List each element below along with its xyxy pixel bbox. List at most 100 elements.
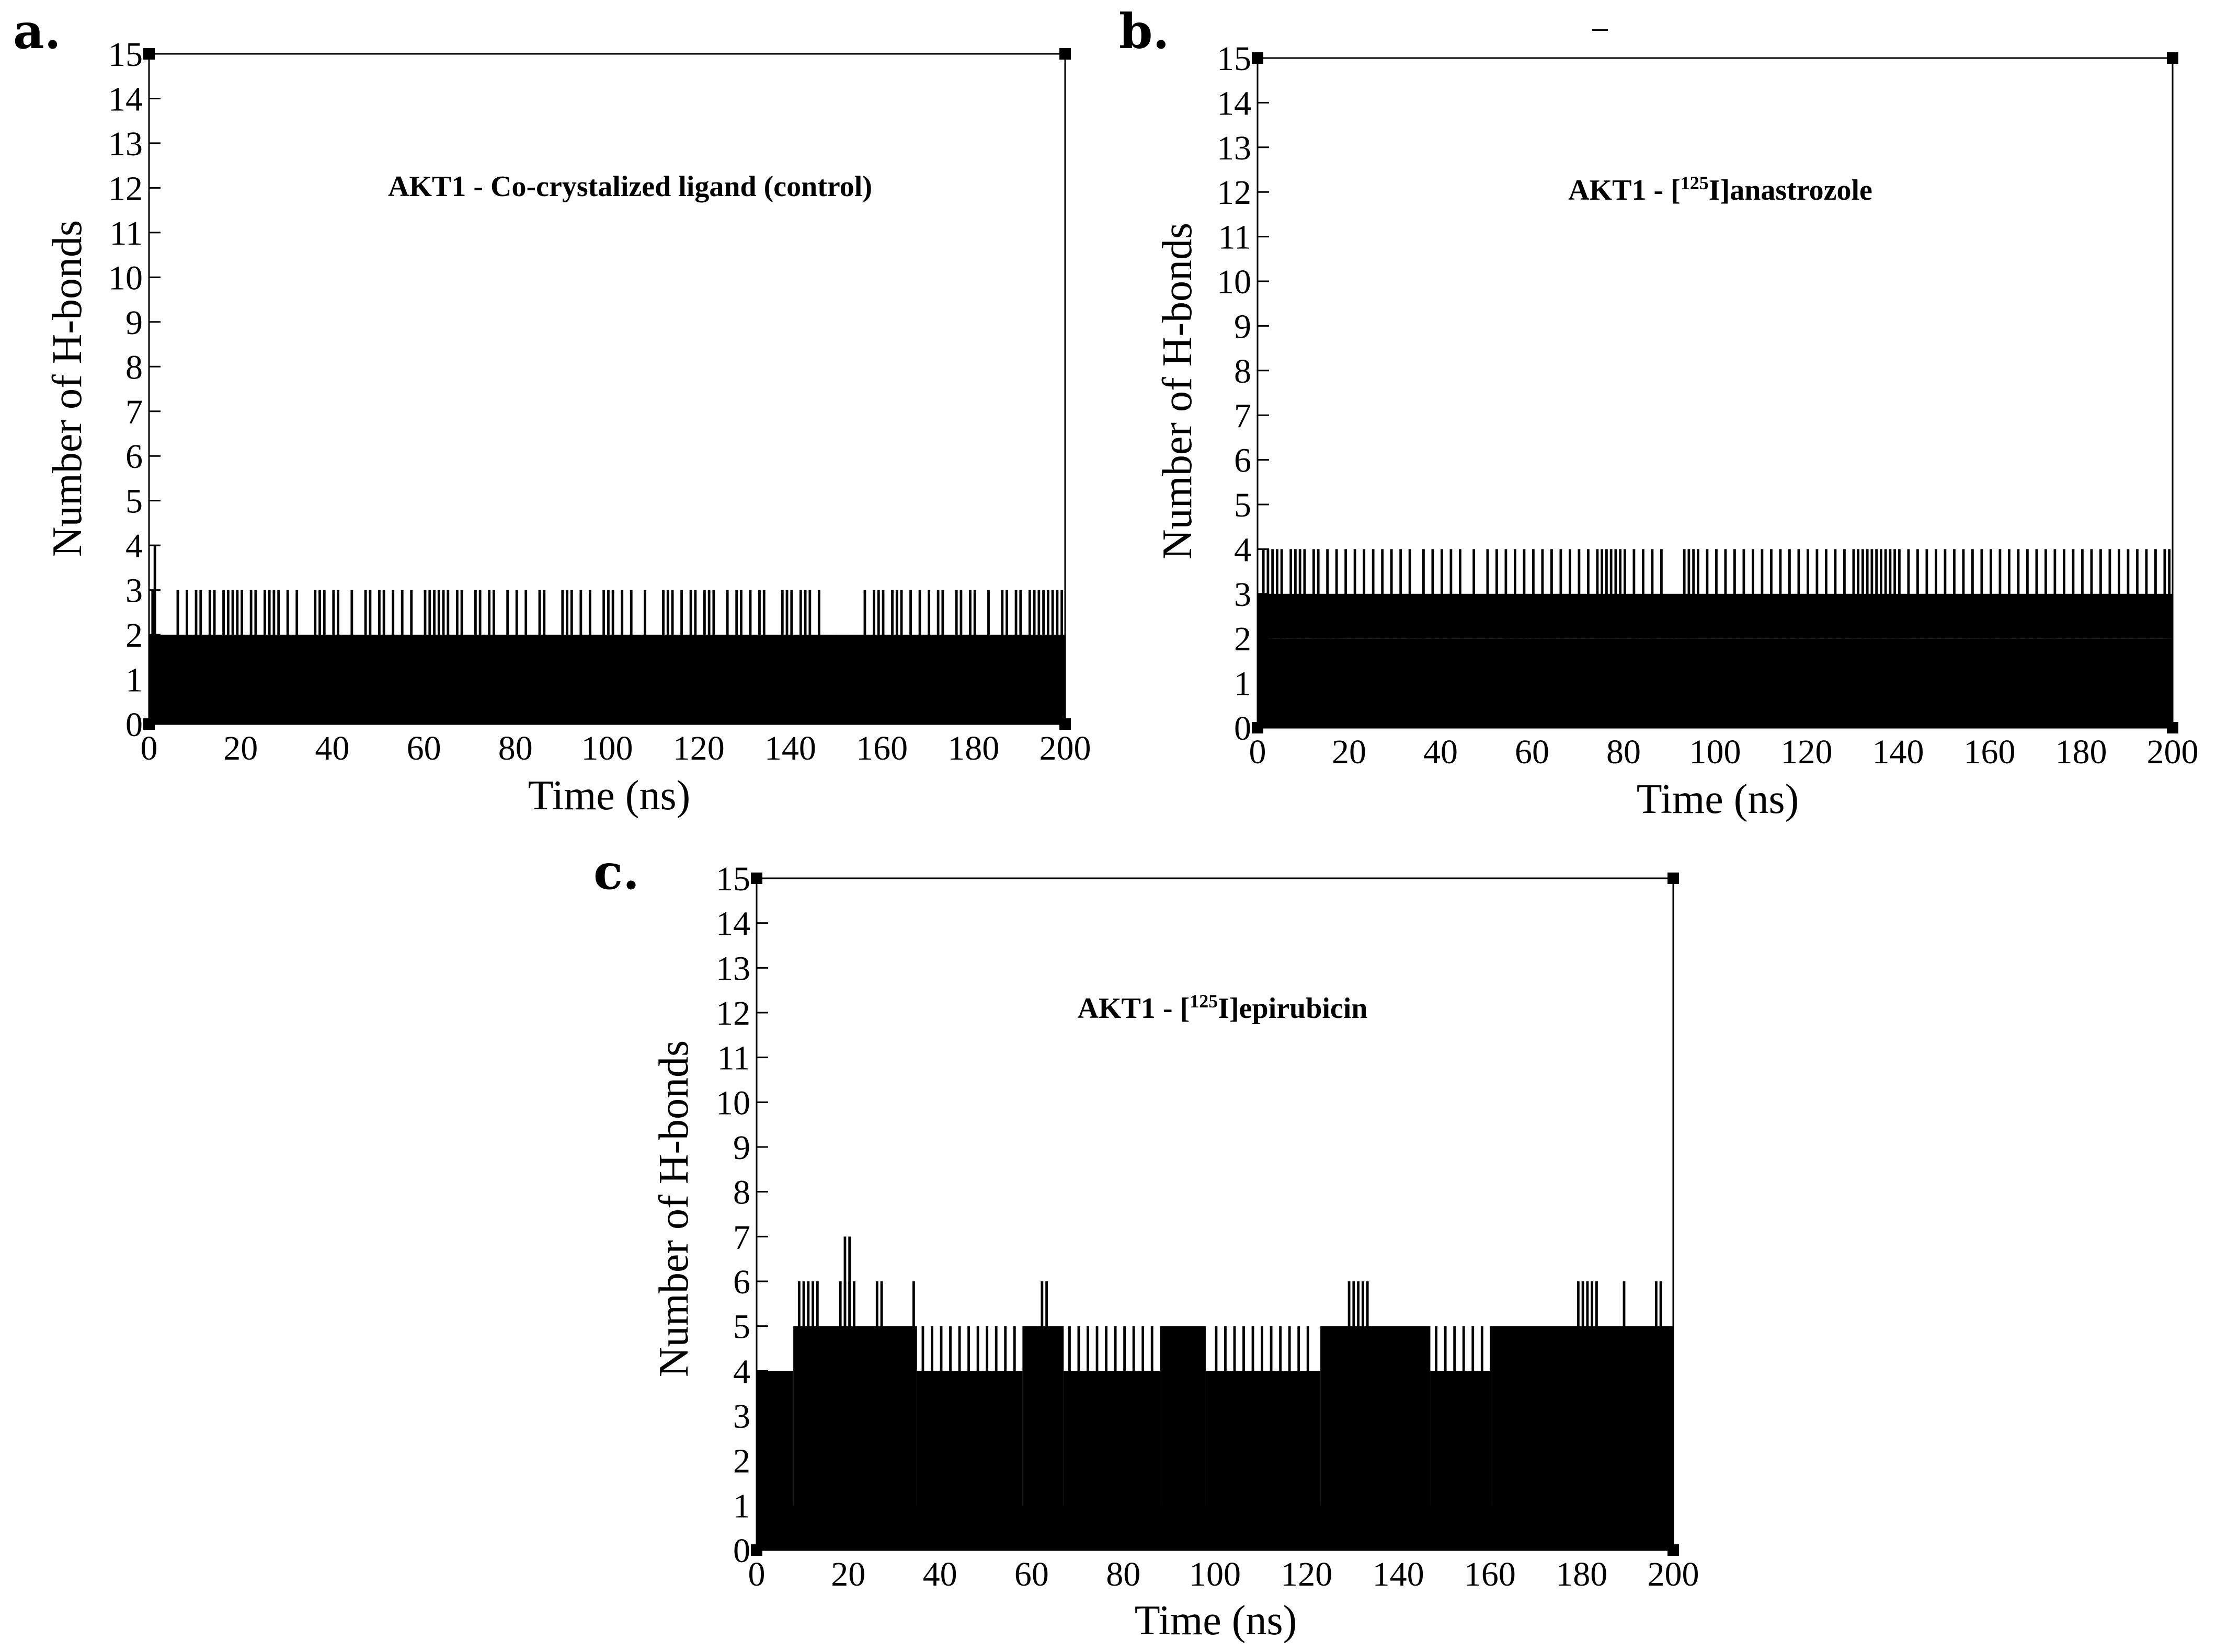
hbond-peak-a-51 <box>561 590 564 635</box>
x-tick-label-a-100: 100 <box>581 729 633 767</box>
hbond-peak-b-112 <box>2168 549 2171 639</box>
hbond-peak-b-95 <box>2017 549 2020 639</box>
y-tick-label-b-6: 6 <box>1234 442 1251 480</box>
y-tick-label-b-4: 4 <box>1234 531 1251 569</box>
hbond-peak-b-54 <box>1692 549 1695 639</box>
x-tick-label-c-100: 100 <box>1189 1555 1241 1593</box>
hbond-peak-c-74 <box>1659 1281 1662 1506</box>
y-tick-label-a-8: 8 <box>125 348 143 386</box>
hbond-peak-b-12 <box>1317 549 1320 639</box>
hbond-peak-a-59 <box>621 590 624 635</box>
hbond-peak-a-79 <box>790 590 793 635</box>
hbond-peak-b-70 <box>1834 549 1837 639</box>
hbond-dip-line-b-196 <box>1422 638 1423 683</box>
hbond-peak-b-96 <box>2026 549 2029 639</box>
hbond-peak-b-45 <box>1614 549 1617 639</box>
hbond-spike-c-75 <box>843 1236 847 1506</box>
hbond-dip-line-b-186 <box>1294 638 1295 683</box>
hbond-dip-c-87 <box>1461 1416 1464 1461</box>
hbond-peak-b-111 <box>2163 549 2166 639</box>
hbond-zero-gap-a-125 <box>652 679 654 724</box>
hbond-dip-line-b-229 <box>1861 638 1863 683</box>
hbond-peak-c-49 <box>802 1281 805 1506</box>
hbond-peak-b-80 <box>1889 549 1892 639</box>
y-tick-label-a-11: 11 <box>109 214 143 253</box>
hbond-dip-line-b-225 <box>1825 638 1826 683</box>
y-tick-label-c-13: 13 <box>716 949 750 988</box>
hbond-peak-b-4 <box>1271 549 1274 639</box>
hbond-peak-a-108 <box>1042 590 1045 635</box>
hbond-peak-a-22 <box>318 590 321 635</box>
hbond-fill-c-35 <box>1251 1326 1254 1371</box>
hbond-dip-line-b-195 <box>1418 638 1419 683</box>
x-tick-label-c-80: 80 <box>1106 1555 1140 1593</box>
hbond-peak-b-9 <box>1298 549 1301 639</box>
hbond-fill-c-37 <box>1270 1326 1273 1371</box>
hbond-dip-a-118 <box>835 635 837 680</box>
hbond-peak-b-67 <box>1807 549 1809 639</box>
hbond-spike-c-76 <box>848 1236 851 1506</box>
hbond-baseline-band-b-0 <box>1258 638 2173 728</box>
hbond-peak-a-26 <box>350 590 353 635</box>
hbond-dip-line-b-205 <box>1527 638 1529 683</box>
hbond-dip-line-b-209 <box>1546 638 1547 683</box>
hbond-zero-gap-a-127 <box>816 679 819 724</box>
hbond-peak-c-70 <box>1591 1281 1594 1506</box>
hbond-peak-a-105 <box>1028 590 1031 635</box>
hbond-peak-a-45 <box>493 590 495 635</box>
hbond-peak-b-36 <box>1550 549 1553 639</box>
hbond-dip-line-b-242 <box>2008 638 2009 683</box>
hbond-fill-c-45 <box>1462 1326 1465 1371</box>
hbond-low-line-c-103 <box>1627 1505 1629 1550</box>
hbond-fill-c-42 <box>1435 1326 1438 1371</box>
y-tick-label-b-5: 5 <box>1234 486 1251 524</box>
hbond-peak-a-96 <box>955 590 958 635</box>
hbond-peak-a-12 <box>241 590 244 635</box>
y-tick-label-a-1: 1 <box>125 661 143 699</box>
hbond-peak-b-103 <box>2090 549 2093 639</box>
hbond-peak-b-85 <box>1925 549 1928 639</box>
x-axis-label-a: Time (ns) <box>528 773 690 819</box>
hbond-peak-b-33 <box>1523 549 1526 639</box>
hbond-peak-b-38 <box>1569 549 1571 639</box>
hbond-peak-b-90 <box>1971 549 1974 639</box>
y-tick-label-b-15: 15 <box>1217 40 1251 78</box>
hbond-peak-b-43 <box>1605 549 1608 639</box>
hbond-peak-a-64 <box>671 590 674 635</box>
hbond-peak-b-63 <box>1770 549 1773 639</box>
hbond-peak-a-42 <box>474 590 477 635</box>
hbond-peak-b-17 <box>1363 549 1366 639</box>
x-tick-label-c-60: 60 <box>1014 1555 1049 1593</box>
hbond-peak-a-75 <box>758 590 761 635</box>
hbond-peak-b-74 <box>1861 549 1864 639</box>
y-tick-label-c-5: 5 <box>733 1308 750 1346</box>
hbond-peak-b-102 <box>2081 549 2084 639</box>
hbond-low-line-c-102 <box>1604 1505 1606 1550</box>
hbond-fill-c-29 <box>1141 1326 1145 1371</box>
y-tick-label-a-14: 14 <box>108 80 143 118</box>
y-tick-label-c-8: 8 <box>733 1174 750 1212</box>
y-tick-label-c-6: 6 <box>733 1263 750 1301</box>
hbond-peak-a-20 <box>295 590 299 635</box>
hbond-peak-b-59 <box>1733 549 1736 639</box>
x-tick-label-c-0: 0 <box>748 1555 766 1593</box>
hbond-dip-line-b-201 <box>1509 638 1511 683</box>
hbond-dip-c-80 <box>778 1416 781 1461</box>
hbond-dip-c-84 <box>1434 1416 1436 1461</box>
x-tick-label-b-120: 120 <box>1781 733 1833 771</box>
hbond-dip-line-b-250 <box>2168 638 2169 683</box>
hbond-dip-line-b-211 <box>1632 638 1634 683</box>
hbond-peak-b-109 <box>2145 549 2148 639</box>
hbond-peak-a-16 <box>268 590 271 635</box>
x-tick-label-c-180: 180 <box>1556 1555 1607 1593</box>
hbond-peak-a-17 <box>272 590 276 635</box>
hbond-peak-a-3 <box>186 590 188 635</box>
x-tick-label-a-160: 160 <box>856 729 908 767</box>
hbond-peak-b-83 <box>1907 549 1910 639</box>
hbond-peak-b-101 <box>2072 549 2075 639</box>
hbond-peak-b-11 <box>1312 549 1315 639</box>
hbond-peak-a-74 <box>749 590 752 635</box>
hbond-peak-a-32 <box>401 590 404 635</box>
x-tick-label-b-40: 40 <box>1423 733 1458 771</box>
hbond-low-line-c-98 <box>1261 1505 1263 1550</box>
